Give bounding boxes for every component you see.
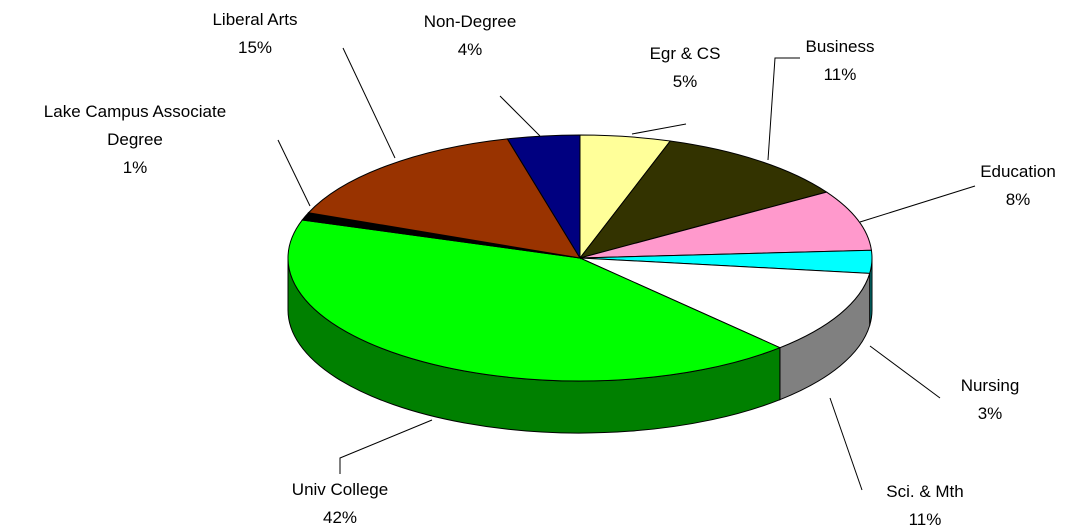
slice	[506, 134, 581, 260]
category-label: Egr & CS	[649, 44, 721, 63]
slice-label: Business 11%	[780, 33, 900, 89]
slice-label: Nursing 3%	[930, 372, 1050, 428]
category-label: Non-Degree	[423, 12, 517, 31]
leader-line	[869, 345, 941, 399]
category-label: Liberal Arts	[212, 10, 298, 29]
category-label: Sci. & Mth	[886, 482, 964, 501]
slice-label: Sci. & Mth 11%	[865, 478, 985, 529]
value-label: 3%	[977, 404, 1003, 423]
leader-line	[499, 95, 541, 137]
leader-line	[859, 185, 976, 223]
category-label: Univ College	[291, 480, 389, 499]
value-label: 5%	[672, 72, 698, 91]
category-label: Education	[980, 162, 1056, 181]
leader-line	[631, 123, 687, 135]
slice	[579, 257, 871, 349]
slice-label: Egr & CS 5%	[625, 40, 745, 96]
value-label: 1%	[122, 158, 148, 177]
slice	[578, 140, 828, 259]
slice-label: Liberal Arts 15%	[195, 6, 315, 62]
value-label: 4%	[457, 40, 483, 59]
slice-label: Univ College 42%	[270, 476, 410, 529]
slice	[307, 138, 581, 259]
leader-line	[829, 397, 863, 491]
slice	[579, 191, 873, 259]
category-label: Nursing	[960, 376, 1020, 395]
slice-label: Lake Campus Associate Degree 1%	[35, 98, 235, 182]
value-label: 15%	[237, 38, 273, 57]
slice-label: Education 8%	[958, 158, 1078, 214]
value-label: 42%	[322, 508, 358, 527]
slice-label: Non-Degree 4%	[410, 8, 530, 64]
leader-line	[342, 47, 396, 159]
leader-line	[767, 57, 800, 161]
value-label: 8%	[1005, 190, 1031, 209]
leader-line	[277, 139, 311, 207]
category-label: Business	[805, 37, 875, 56]
slice	[287, 219, 782, 382]
leader-line	[339, 419, 433, 474]
category-label: Lake Campus Associate Degree	[43, 102, 227, 149]
value-label: 11%	[823, 65, 857, 84]
value-label: 11%	[908, 510, 942, 529]
